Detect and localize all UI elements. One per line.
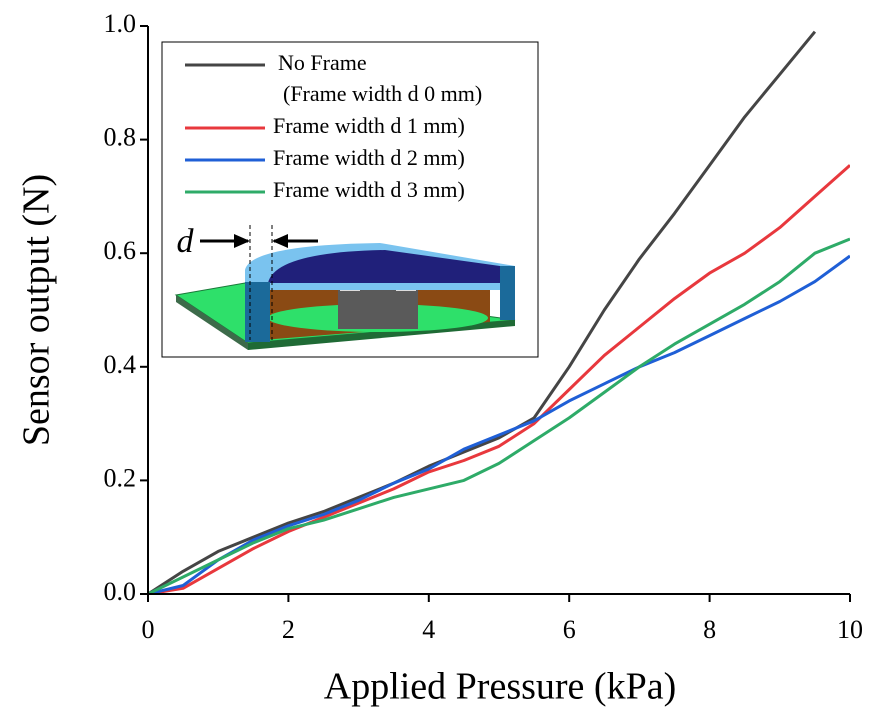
x-tick-label: 0 [142, 615, 155, 644]
x-tick-label: 2 [282, 615, 295, 644]
x-tick-label: 6 [563, 615, 576, 644]
plot-lines [148, 30, 850, 594]
x-tick-label: 8 [703, 615, 716, 644]
y-tick-label: 0.4 [104, 350, 137, 379]
legend-label: Frame width d 3 mm) [273, 177, 465, 202]
x-axis-title: Applied Pressure (kPa) [324, 666, 676, 708]
legend-label: No Frame [278, 50, 367, 75]
y-tick-label: 0.8 [104, 123, 137, 152]
y-tick-label: 0.0 [104, 577, 137, 606]
legend-label: Frame width d 2 mm) [273, 145, 465, 170]
legend-label: Frame width d 1 mm) [273, 113, 465, 138]
y-tick-label: 1.0 [104, 9, 137, 38]
series-line [148, 30, 817, 594]
inset-diagram [174, 225, 516, 350]
y-axis-title: Sensor output (N) [16, 174, 58, 446]
y-tick-label: 0.6 [104, 236, 137, 265]
legend-subtext: (Frame width d 0 mm) [283, 81, 482, 106]
inset-label: d [177, 223, 195, 260]
series-line [148, 237, 850, 594]
series-line [148, 254, 850, 594]
y-tick-label: 0.2 [104, 463, 137, 492]
x-tick-label: 10 [837, 615, 863, 644]
x-tick-label: 4 [422, 615, 435, 644]
series-line [148, 164, 850, 594]
